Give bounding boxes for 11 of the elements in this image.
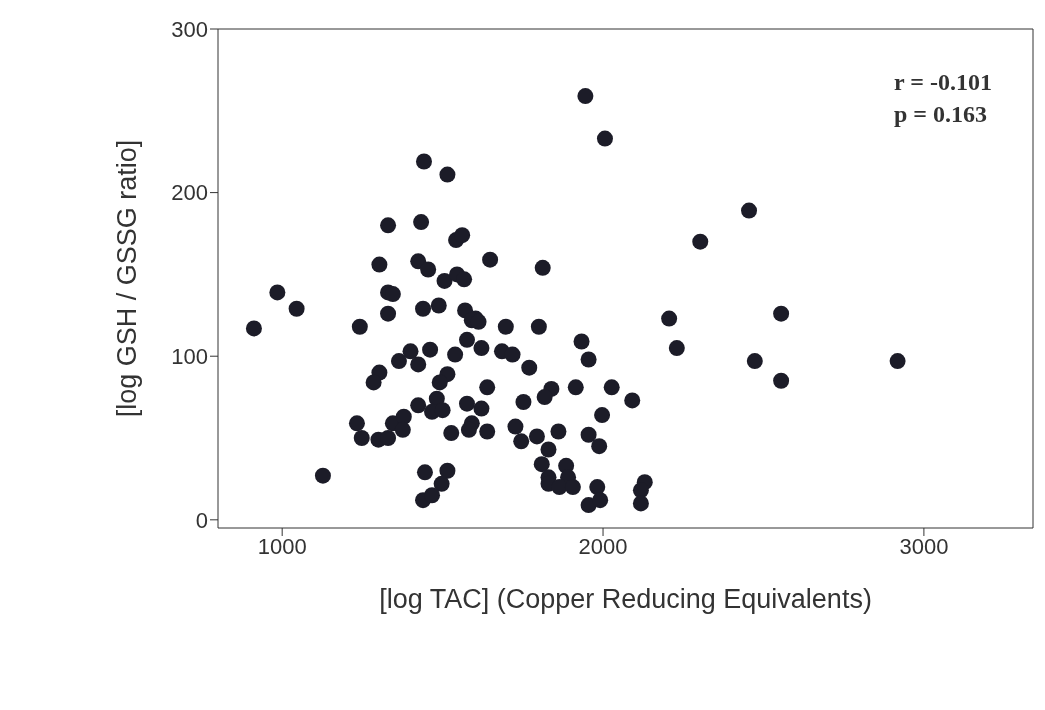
x-axis-title: [log TAC] (Copper Reducing Equivalents) (379, 584, 872, 614)
x-tick-label: 3000 (899, 533, 949, 559)
annotation: r = -0.101 (894, 68, 992, 97)
y-tick-label: 0 (195, 507, 208, 533)
x-tick-label: 2000 (578, 533, 628, 559)
y-tick-label: 200 (171, 180, 208, 206)
y-axis-title: [log GSH / GSSG ratio] (111, 139, 142, 418)
x-tick-label: 1000 (257, 533, 307, 559)
annotation: p = 0.163 (894, 100, 989, 129)
y-tick-label: 100 (171, 344, 208, 370)
y-tick-label: 300 (171, 16, 208, 42)
